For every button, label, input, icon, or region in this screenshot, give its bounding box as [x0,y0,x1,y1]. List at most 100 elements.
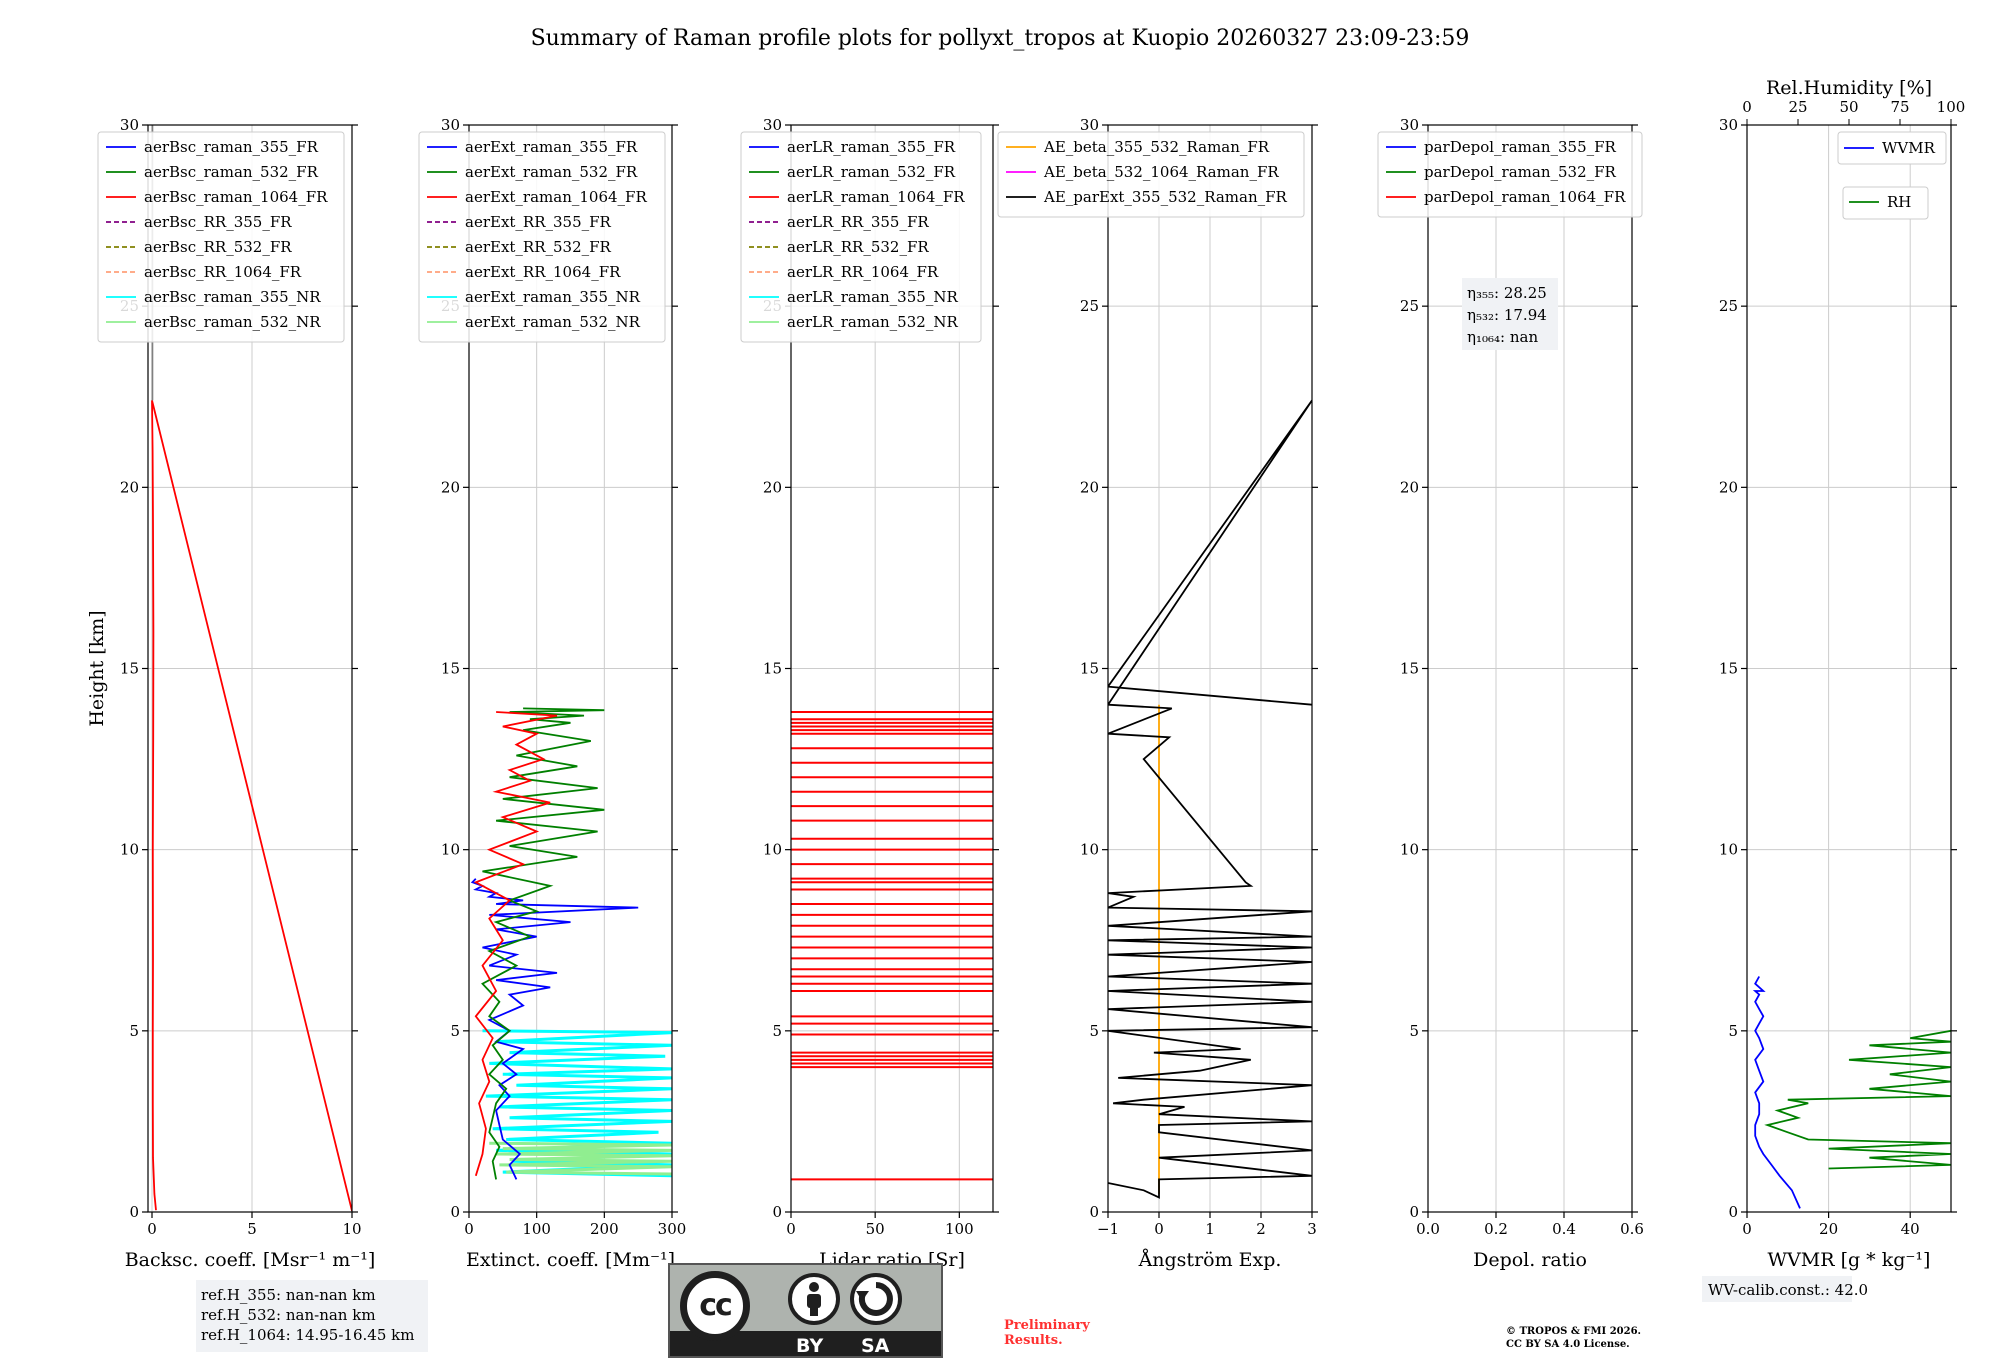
legend-entry: aerLR_raman_355_FR [787,138,956,156]
legend-entry: aerExt_RR_1064_FR [465,263,621,281]
ytick-label: 20 [1719,478,1738,496]
ytick-label: 30 [763,116,782,134]
ytick-label: 5 [1728,1022,1738,1040]
wv-calib-text: WV-calib.const.: 42.0 [1708,1281,1868,1299]
legend-frame [1837,131,1947,165]
xtick-label: 20 [1819,1220,1838,1238]
legend-entry: parDepol_raman_1064_FR [1424,188,1626,206]
ytick-label: 0 [1728,1203,1738,1221]
xtick-label: 100 [945,1220,974,1238]
legend-entry: aerExt_raman_1064_FR [465,188,647,206]
ytick-label: 20 [763,478,782,496]
legend: aerExt_raman_355_FR aerExt_raman_532_FRae… [418,131,666,343]
ytick-label: 20 [1400,478,1419,496]
legend-entry: aerLR_raman_532_NR [787,313,958,331]
eta-value: η₁₀₆₄: nan [1467,328,1538,346]
ytick-label: 20 [120,478,139,496]
ytick-label: 10 [441,841,460,859]
xtick-label: 3 [1307,1220,1317,1238]
refH-355: ref.H_355: nan-nan km [201,1286,376,1304]
ytick-label: 30 [1400,116,1419,134]
xtick-label: 0.6 [1620,1220,1644,1238]
series-RH [1764,1029,1951,1170]
series-aerExt_raman_1064_FR [473,711,558,1177]
panel-extinction: 0510152025300100200300Extinct. coeff. [M… [418,116,687,1271]
ytick-label: 0 [450,1203,460,1221]
xlabel: Backsc. coeff. [Msr⁻¹ m⁻¹] [125,1249,376,1271]
ytick-label: 5 [1409,1022,1419,1040]
refH-1064: ref.H_1064: 14.95-16.45 km [201,1326,414,1344]
xtick-label: 300 [658,1220,687,1238]
copyright-line1: © TROPOS & FMI 2026. [1506,1326,1641,1337]
legend-entry: aerBsc_RR_1064_FR [144,263,302,281]
legend-rh: RH [1842,186,1929,220]
panel-depol: 0 5 10 15 20 25 30 0.0 0.2 0.4 0.6 Depol. ratio parD… [1377,116,1644,1271]
legend-entry: aerBsc_raman_355_FR [144,138,319,156]
legend-entry: aerBsc_raman_532_NR [144,313,321,331]
legend-entry: aerBsc_raman_532_FR [144,163,319,181]
ytick-label: 5 [772,1022,782,1040]
xtick-label: 0 [1742,1220,1752,1238]
xlabel: Depol. ratio [1473,1249,1587,1271]
eta-annotation: η₃₅₅: 28.25 η₅₃₂: 17.94 η₁₀₆₄: nan [1462,278,1558,350]
legend-entry: WVMR [1882,139,1936,157]
ytick-label: 25 [1400,297,1419,315]
series-group [1108,399,1312,1199]
ytick-label: 15 [1400,660,1419,678]
refH-annotation: ref.H_355: nan-nan km ref.H_532: nan-nan… [196,1280,428,1352]
legend-entry: aerBsc_RR_355_FR [144,213,292,231]
xtick-label: 50 [866,1220,885,1238]
legend: aerLR_raman_355_FR aerLR_raman_532_FR aerL… [740,131,982,343]
panels: 0510152025300510Backsc. coeff. [Msr⁻¹ m⁻… [86,77,1965,1271]
legend-frame [997,131,1305,218]
xtick-label: 0 [786,1220,796,1238]
series-group [470,707,672,1180]
ytick-label: 0 [129,1203,139,1221]
preliminary-line2: Results. [1004,1333,1063,1348]
xtick-label: 0 [1154,1220,1164,1238]
legend-entry: aerLR_raman_1064_FR [787,188,965,206]
xtick-label: 0.0 [1416,1220,1440,1238]
legend-entry: aerLR_raman_532_FR [787,163,956,181]
ytick-label: 10 [120,841,139,859]
ytick-label: 20 [441,478,460,496]
xtick-label: 200 [590,1220,619,1238]
legend: aerBsc_raman_355_FR aerBsc_raman_532_FRae… [97,131,345,343]
ytick-label: 15 [441,660,460,678]
ytick-label: 15 [120,660,139,678]
top-xtick-label: 0 [1742,98,1752,116]
series-aerExt_raman_532_NR [489,1141,672,1176]
ytick-label: 30 [1080,116,1099,134]
legend-entry: aerLR_raman_355_NR [787,288,958,306]
ytick-label: 0 [1409,1203,1419,1221]
legend-entry: aerExt_raman_532_FR [465,163,638,181]
xtick-label: 1 [1205,1220,1215,1238]
xtick-label: −1 [1097,1220,1119,1238]
legend-frame [418,131,666,343]
series-AE_parExt_355_532_Raman_FR [1108,399,1312,1199]
legend-entry: AE_beta_532_1064_Raman_FR [1043,163,1279,181]
top-xtick-label: 50 [1839,98,1858,116]
eta-value: η₅₃₂: 17.94 [1467,306,1547,324]
top-xtick-label: 75 [1890,98,1909,116]
legend-entry: aerExt_raman_355_FR [465,138,638,156]
xtick-label: 40 [1901,1220,1920,1238]
ytick-label: 15 [763,660,782,678]
legend-entry: aerExt_raman_532_NR [465,313,641,331]
ytick-label: 30 [120,116,139,134]
legend-entry: aerLR_RR_1064_FR [787,263,939,281]
xlabel: WVMR [g * kg⁻¹] [1768,1249,1931,1271]
legend-entry: RH [1887,193,1911,211]
ytick-label: 0 [772,1203,782,1221]
legend-entry: aerBsc_raman_355_NR [144,288,321,306]
xtick-label: 0 [147,1220,157,1238]
ytick-label: 0 [1089,1203,1099,1221]
series-aerBsc_raman_1064_FR [151,400,352,1212]
ytick-label: 10 [763,841,782,859]
xlabel: Extinct. coeff. [Mm⁻¹] [466,1249,675,1271]
ytick-label: 5 [450,1022,460,1040]
legend-wvmr: WVMR [1837,131,1947,165]
figure-title: Summary of Raman profile plots for polly… [531,26,1470,51]
